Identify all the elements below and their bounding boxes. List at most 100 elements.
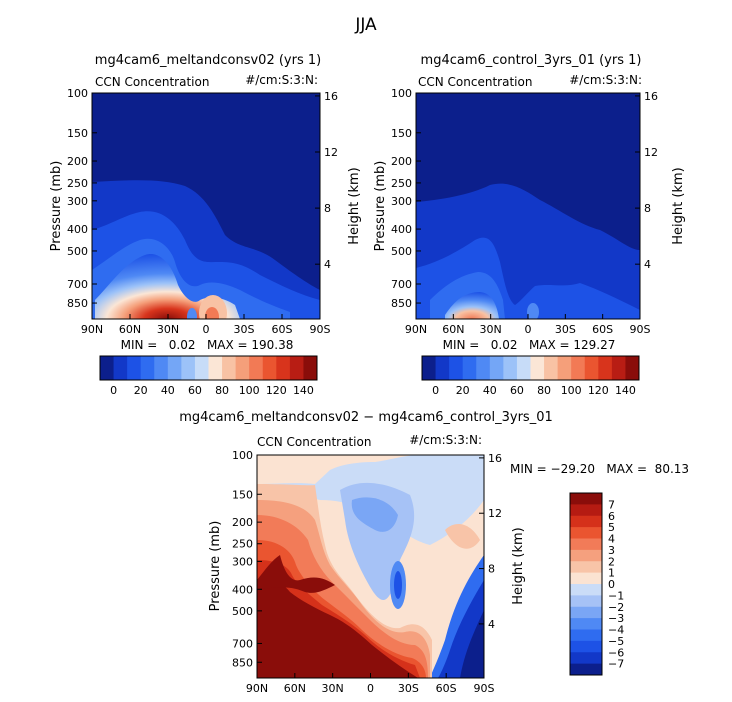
colorbar-label: 3 [608,544,615,557]
colorbar-swatch [462,356,477,380]
colorbar-swatch [100,356,115,380]
colorbar-swatch [570,595,602,608]
colorbar-swatch [570,538,602,551]
x-tick-label: 60N [119,323,141,336]
colorbar-swatch [625,356,640,380]
colorbar-label: 7 [608,498,615,511]
colorbar-swatch [544,356,559,380]
y-tick-label: 500 [232,605,253,618]
x-tick-label: 60N [442,323,464,336]
colorbar-swatch [570,629,602,642]
y-tick-label: 700 [391,278,412,291]
colorbar-label: 100 [239,384,260,397]
colorbar-label: 0 [432,384,439,397]
panel-b-ylabel-right: Height (km) [671,167,686,244]
y-tick-label: 200 [232,516,253,529]
y-tick-label: 700 [232,637,253,650]
x-tick-label: 60N [284,682,306,695]
colorbar-swatch [194,356,209,380]
colorbar-label: 6 [608,510,615,523]
x-tick-label: 60S [272,323,293,336]
y-right-tick-label: 16 [324,90,338,103]
x-tick-label: 30S [398,682,419,695]
panel-c-y-right-ticks: 16 12 8 4 [479,452,502,631]
panel-a-subtitle-right: #/cm:S:3:N: [245,73,318,87]
panel-a: mg4cam6_meltandconsv02 (yrs 1) CCN Conce… [49,53,362,397]
panel-a-ylabel: Pressure (mb) [49,161,64,252]
x-tick-label: 90N [405,323,427,336]
colorbar-label: 60 [188,384,202,397]
panel-b-title: mg4cam6_control_3yrs_01 (yrs 1) [421,53,642,68]
y-tick-label: 850 [67,297,88,310]
y-tick-label: 400 [232,583,253,596]
panel-c-ylabel: Pressure (mb) [208,521,223,612]
colorbar-swatch [570,561,602,574]
y-tick-label: 300 [67,195,88,208]
colorbar-label: 20 [456,384,470,397]
colorbar-swatch [154,356,169,380]
colorbar-swatch [235,356,250,380]
colorbar-swatch [570,549,602,562]
colorbar-swatch [276,356,291,380]
colorbar-swatch [570,515,602,528]
panel-c-field [257,455,484,678]
colorbar-swatch [303,356,318,380]
colorbar-swatch [611,356,626,380]
panel-b-colorbar: 0 20 40 60 80 100 120 140 [421,355,640,397]
colorbar-label: −6 [608,646,624,659]
colorbar-label: −3 [608,612,624,625]
colorbar-swatch [530,356,545,380]
y-tick-label: 200 [67,155,88,168]
y-tick-label: 150 [391,127,412,140]
y-right-tick-label: 16 [488,452,502,465]
colorbar-label: 120 [588,384,609,397]
panel-a-stats: MIN = 0.02 MAX = 190.38 [121,338,294,352]
colorbar-label: 120 [266,384,287,397]
y-right-tick-label: 8 [324,202,331,215]
x-tick-label: 30N [157,323,179,336]
colorbar-swatch [422,356,437,380]
panel-c: mg4cam6_meltandconsv02 − mg4cam6_control… [179,410,689,695]
panel-c-x-ticks: 90N 60N 30N 0 30S 60S 90S [246,673,495,695]
colorbar-label: 80 [215,384,229,397]
x-tick-label: 30S [234,323,255,336]
y-tick-label: 150 [232,488,253,501]
y-right-tick-label: 12 [488,507,502,520]
panel-c-title: mg4cam6_meltandconsv02 − mg4cam6_control… [179,410,553,425]
x-tick-label: 30N [322,682,344,695]
x-tick-label: 90S [310,323,331,336]
colorbar-label: −7 [608,658,624,671]
colorbar-swatch [557,356,572,380]
panel-b-stats: MIN = 0.02 MAX = 129.27 [443,338,616,352]
y-tick-label: 100 [67,87,88,100]
colorbar-label: 0 [110,384,117,397]
y-tick-label: 500 [67,245,88,258]
y-right-tick-label: 8 [488,563,495,576]
y-right-tick-label: 4 [324,258,331,271]
colorbar-label: 40 [483,384,497,397]
panel-b-subtitle-right: #/cm:S:3:N: [569,73,642,87]
panel-a-colorbar: 0 20 40 60 80 100 120 140 [99,355,318,397]
colorbar-label: −4 [608,624,624,637]
x-tick-label: 0 [525,323,532,336]
colorbar-swatch [570,584,602,596]
panel-a-field [92,93,320,319]
colorbar-swatch [113,356,128,380]
y-tick-label: 300 [391,195,412,208]
panel-b-field [416,93,640,319]
x-tick-label: 90N [81,323,103,336]
panel-b-subtitle-left: CCN Concentration [418,75,532,89]
colorbar-frame [99,355,318,381]
panel-c-ylabel-right: Height (km) [511,527,526,604]
panel-a-title: mg4cam6_meltandconsv02 (yrs 1) [95,53,321,68]
colorbar-swatch [140,356,155,380]
colorbar-swatch [476,356,491,380]
colorbar-swatch [289,356,304,380]
panel-b-y-ticks: 100 150 200 250 300 400 500 700 850 [391,87,421,310]
colorbar-swatch [570,606,602,619]
colorbar-swatch [570,618,602,630]
y-tick-label: 100 [391,87,412,100]
y-tick-label: 700 [67,278,88,291]
panel-c-subtitle-right: #/cm:S:3:N: [409,433,482,447]
colorbar-label: 4 [608,533,615,546]
